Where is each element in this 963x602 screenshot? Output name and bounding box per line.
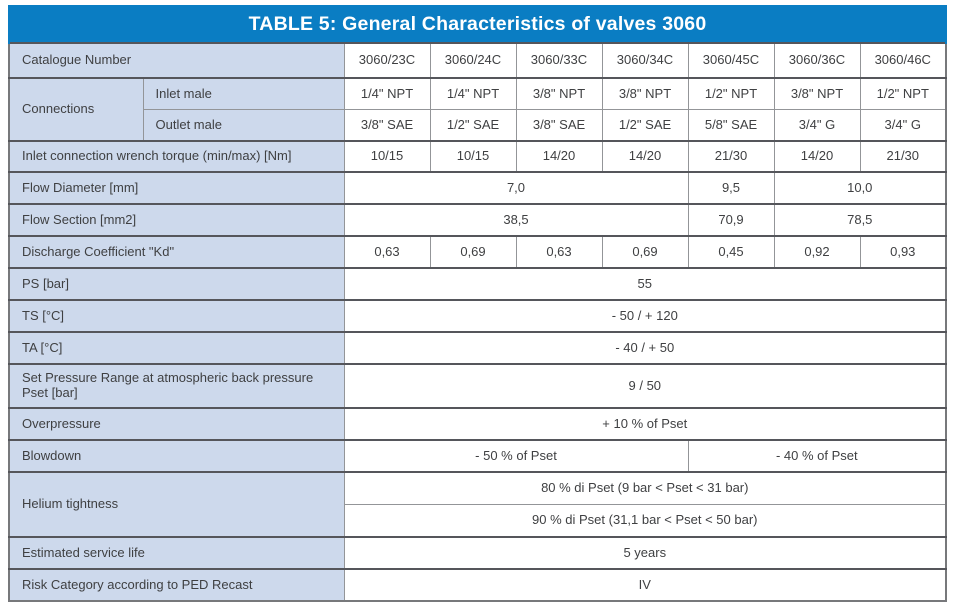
discharge-coefficient-cell: 0,69 <box>601 235 689 269</box>
blowdown-left-cell: - 50 % of Pset <box>343 439 689 473</box>
flow-diameter-cell: 7,0 <box>343 171 689 205</box>
outlet-male-cell: 3/8" SAE <box>343 109 431 142</box>
flow-diameter-cell: 9,5 <box>687 171 775 205</box>
discharge-coefficient-label: Discharge Coefficient "Kd" <box>8 235 345 269</box>
characteristics-table: TABLE 5: General Characteristics of valv… <box>7 5 948 602</box>
outlet-male-cell: 1/2" SAE <box>429 109 517 142</box>
catalogue-number-cell: 3060/34C <box>601 42 689 79</box>
discharge-coefficient-cell: 0,93 <box>859 235 947 269</box>
ta-cell: - 40 / + 50 <box>343 331 947 365</box>
helium-tightness-cell-2: 90 % di Pset (31,1 bar < Pset < 50 bar) <box>343 504 947 538</box>
discharge-coefficient-row: Discharge Coefficient "Kd" 0,63 0,69 0,6… <box>8 235 947 269</box>
wrench-torque-cell: 14/20 <box>601 140 689 173</box>
inlet-male-cell: 1/4" NPT <box>343 77 431 110</box>
service-life-row: Estimated service life 5 years <box>8 536 947 570</box>
set-pressure-cell: 9 / 50 <box>343 363 947 409</box>
discharge-coefficient-cell: 0,69 <box>429 235 517 269</box>
wrench-torque-cell: 10/15 <box>343 140 431 173</box>
inlet-male-row: Connections Inlet male 1/4" NPT 1/4" NPT… <box>8 77 947 142</box>
discharge-coefficient-cell: 0,63 <box>515 235 603 269</box>
outlet-male-cell: 3/4" G <box>773 109 861 142</box>
catalogue-number-cell: 3060/45C <box>687 42 775 79</box>
outlet-male-label: Outlet male <box>142 109 345 142</box>
inlet-male-cell: 1/2" NPT <box>859 77 947 110</box>
discharge-coefficient-cell: 0,63 <box>343 235 431 269</box>
overpressure-row: Overpressure + 10 % of Pset <box>8 407 947 441</box>
blowdown-right-cell: - 40 % of Pset <box>687 439 947 473</box>
overpressure-cell: + 10 % of Pset <box>343 407 947 441</box>
ps-row: PS [bar] 55 <box>8 267 947 301</box>
ta-row: TA [°C] - 40 / + 50 <box>8 331 947 365</box>
table-title: TABLE 5: General Characteristics of valv… <box>7 5 948 44</box>
wrench-torque-cell: 10/15 <box>429 140 517 173</box>
flow-diameter-row: Flow Diameter [mm] 7,0 9,5 10,0 <box>8 171 947 205</box>
inlet-male-cell: 1/2" NPT <box>687 77 775 110</box>
discharge-coefficient-cell: 0,45 <box>687 235 775 269</box>
wrench-torque-cell: 14/20 <box>773 140 861 173</box>
ta-label: TA [°C] <box>8 331 345 365</box>
ts-row: TS [°C] - 50 / + 120 <box>8 299 947 333</box>
catalogue-number-cell: 3060/33C <box>515 42 603 79</box>
flow-section-row: Flow Section [mm2] 38,5 70,9 78,5 <box>8 203 947 237</box>
helium-tightness-row-1: Helium tightness 80 % di Pset (9 bar < P… <box>8 471 947 538</box>
risk-category-cell: IV <box>343 568 947 602</box>
inlet-male-cell: 1/4" NPT <box>429 77 517 110</box>
ts-cell: - 50 / + 120 <box>343 299 947 333</box>
ps-cell: 55 <box>343 267 947 301</box>
catalogue-number-cell: 3060/46C <box>859 42 947 79</box>
wrench-torque-label: Inlet connection wrench torque (min/max)… <box>8 140 345 173</box>
blowdown-label: Blowdown <box>8 439 345 473</box>
flow-section-cell: 38,5 <box>343 203 689 237</box>
flow-diameter-label: Flow Diameter [mm] <box>8 171 345 205</box>
catalogue-number-label: Catalogue Number <box>8 42 345 79</box>
catalogue-number-cell: 3060/36C <box>773 42 861 79</box>
inlet-male-cell: 3/8" NPT <box>601 77 689 110</box>
connections-label: Connections <box>8 77 144 142</box>
flow-section-cell: 78,5 <box>773 203 947 237</box>
inlet-male-cell: 3/8" NPT <box>773 77 861 110</box>
inlet-male-cell: 3/8" NPT <box>515 77 603 110</box>
wrench-torque-cell: 21/30 <box>859 140 947 173</box>
overpressure-label: Overpressure <box>8 407 345 441</box>
helium-tightness-label: Helium tightness <box>8 471 345 538</box>
outlet-male-cell: 3/4" G <box>859 109 947 142</box>
catalogue-number-cell: 3060/24C <box>429 42 517 79</box>
catalogue-row: Catalogue Number 3060/23C 3060/24C 3060/… <box>8 42 947 79</box>
risk-category-label: Risk Category according to PED Recast <box>8 568 345 602</box>
service-life-cell: 5 years <box>343 536 947 570</box>
flow-section-cell: 70,9 <box>687 203 775 237</box>
title-row: TABLE 5: General Characteristics of valv… <box>7 5 948 44</box>
service-life-label: Estimated service life <box>8 536 345 570</box>
flow-section-label: Flow Section [mm2] <box>8 203 345 237</box>
helium-tightness-cell-1: 80 % di Pset (9 bar < Pset < 31 bar) <box>343 471 947 505</box>
set-pressure-label: Set Pressure Range at atmospheric back p… <box>8 363 345 409</box>
set-pressure-row: Set Pressure Range at atmospheric back p… <box>8 363 947 409</box>
wrench-torque-cell: 21/30 <box>687 140 775 173</box>
ps-label: PS [bar] <box>8 267 345 301</box>
catalogue-number-cell: 3060/23C <box>343 42 431 79</box>
discharge-coefficient-cell: 0,92 <box>773 235 861 269</box>
ts-label: TS [°C] <box>8 299 345 333</box>
flow-diameter-cell: 10,0 <box>773 171 947 205</box>
outlet-male-cell: 3/8" SAE <box>515 109 603 142</box>
helium-tightness-row-2: 90 % di Pset (31,1 bar < Pset < 50 bar) <box>9 504 947 538</box>
wrench-torque-cell: 14/20 <box>515 140 603 173</box>
blowdown-row: Blowdown - 50 % of Pset - 40 % of Pset <box>8 439 947 473</box>
inlet-male-label: Inlet male <box>142 77 345 110</box>
outlet-male-row: Outlet male 3/8" SAE 1/2" SAE 3/8" SAE 1… <box>9 109 947 142</box>
outlet-male-cell: 1/2" SAE <box>601 109 689 142</box>
wrench-torque-row: Inlet connection wrench torque (min/max)… <box>8 140 947 173</box>
risk-category-row: Risk Category according to PED Recast IV <box>8 568 947 602</box>
outlet-male-cell: 5/8" SAE <box>687 109 775 142</box>
